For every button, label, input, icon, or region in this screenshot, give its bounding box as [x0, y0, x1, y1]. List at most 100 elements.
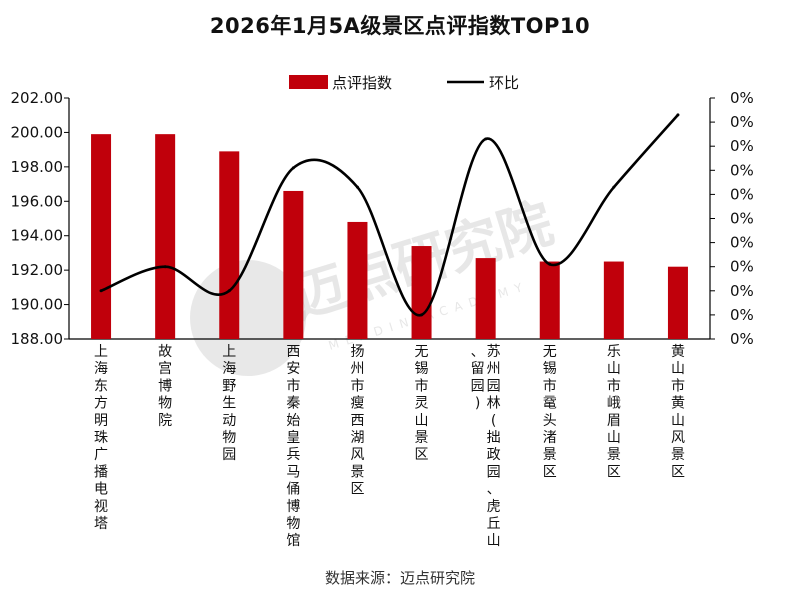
category-label-char: 西 [286, 344, 300, 360]
category-label-char: 锡 [415, 361, 429, 377]
y-left-tick-label: 192.00 [11, 261, 64, 279]
category-label-char: 风 [671, 430, 685, 446]
line-point [484, 137, 488, 141]
category-label-char: 皇 [286, 430, 300, 446]
category-label-char: 上 [222, 344, 236, 360]
y-right-tick-label: 0% [730, 234, 754, 252]
category-label-char: 黄 [671, 343, 685, 360]
category-label-char: 风 [350, 447, 364, 463]
y-left-tick-label: 198.00 [11, 158, 64, 176]
category-label-char: 无 [415, 344, 429, 360]
watermark-logo-icon [190, 260, 306, 376]
category-label-char: 海 [94, 361, 108, 377]
category-label-char: 景 [607, 447, 621, 463]
category-label-char: 俑 [286, 482, 300, 498]
category-label-char: 电 [94, 482, 108, 498]
category-label-char: 园 [471, 378, 485, 394]
y-right-tick-label: 0% [730, 306, 754, 324]
y-right-tick-label: 0% [730, 113, 754, 131]
category-label-char: 湖 [350, 430, 364, 446]
category-label-char: 东 [94, 378, 108, 394]
y-left-tick-label: 188.00 [11, 330, 64, 348]
category-label-char: 马 [286, 464, 300, 480]
category-label-char: 秦 [286, 396, 300, 412]
category-label-char: 区 [671, 464, 685, 480]
category-label-char: 安 [286, 361, 300, 377]
category-label-char: 塔 [94, 516, 108, 532]
category-label-char: 、 [471, 344, 485, 360]
category-label: 上海野生动物园 [222, 344, 236, 463]
legend-label: 环比 [489, 74, 519, 92]
category-label-char: 林 [487, 396, 501, 412]
category-label-char: 宫 [158, 361, 172, 377]
category-label-char: 鼋 [543, 396, 557, 412]
category-label-char: 灵 [415, 396, 429, 412]
category-label-char: 区 [607, 464, 621, 480]
category-label-char: 景 [350, 464, 364, 480]
line-point [612, 185, 616, 189]
watermark: 迈点研究院 MEADIN ACADEMY [190, 191, 560, 376]
line-point [355, 185, 359, 189]
category-label-char: 物 [286, 516, 300, 532]
category-label: 黄山市黄山风景区 [671, 343, 685, 480]
category-label-char: 上 [94, 344, 108, 360]
y-left-tick-label: 202.00 [11, 89, 64, 107]
y-right-tick-label: 0% [730, 258, 754, 276]
category-label-char: 苏 [487, 344, 501, 360]
category-label: 苏州园林(拙政园、虎丘山、留园) [471, 344, 501, 549]
category-label-char: 山 [607, 361, 621, 377]
category-label-char: 市 [671, 377, 685, 394]
category-label-char: 市 [415, 377, 429, 394]
category-label-char: 方 [94, 396, 108, 412]
line-point [291, 166, 295, 170]
category-label-char: 黄 [671, 395, 685, 412]
category-label-char: 州 [350, 361, 364, 377]
bar [475, 258, 496, 339]
category-label-char: 始 [286, 413, 300, 429]
y-right-tick-label: 0% [730, 137, 754, 155]
legend-label: 点评指数 [332, 74, 392, 92]
y-left-tick-label: 190.00 [11, 296, 64, 314]
bar [539, 261, 560, 339]
line-point [676, 113, 680, 117]
category-label-char: 留 [471, 361, 485, 377]
category-label-char: 区 [543, 464, 557, 480]
y-right-tick-label: 0% [730, 185, 754, 203]
category-label-char: 州 [487, 361, 501, 377]
chart-title: 2026年1月5A级景区点评指数TOP10 [209, 14, 591, 38]
category-label-char: 物 [222, 430, 236, 446]
y-right-tick-label: 0% [730, 161, 754, 179]
category-label-char: 视 [94, 499, 108, 515]
category-label-char: 无 [543, 344, 557, 360]
line-point [227, 289, 231, 293]
category-label: 上海东方明珠广播电视塔 [94, 344, 108, 532]
y-left-tick-label: 194.00 [11, 227, 64, 245]
category-label-char: 景 [543, 447, 557, 463]
category-label-char: 播 [94, 464, 108, 480]
category-label: 扬州市瘦西湖风景区 [350, 344, 364, 498]
category-label-char: 山 [487, 533, 501, 549]
category-label-char: 博 [286, 498, 300, 515]
category-label-char: 海 [222, 361, 236, 377]
series-line [100, 114, 679, 317]
category-label-char: 野 [222, 378, 236, 394]
category-label-char: 锡 [543, 361, 557, 377]
category-label-char: 园 [487, 464, 501, 480]
category-label-char: 区 [415, 447, 429, 463]
category-label-char: 扬 [350, 344, 364, 360]
category-label-char: 峨 [607, 396, 621, 412]
bar [91, 134, 112, 339]
category-label-char: 山 [415, 413, 429, 429]
category-label-char: 山 [671, 361, 685, 377]
category-label: 无锡市鼋头渚景区 [543, 344, 557, 480]
category-label-char: 区 [350, 482, 364, 498]
bar [347, 221, 368, 339]
category-label: 西安市秦始皇兵马俑博物馆 [286, 344, 300, 549]
line-point [548, 262, 552, 266]
category-label-char: 虎 [487, 499, 501, 515]
y-right-tick-label: 0% [730, 330, 754, 348]
category-label-char: 政 [487, 447, 501, 463]
category-label-char: 园 [487, 378, 501, 394]
category-label-char: 眉 [607, 413, 621, 429]
